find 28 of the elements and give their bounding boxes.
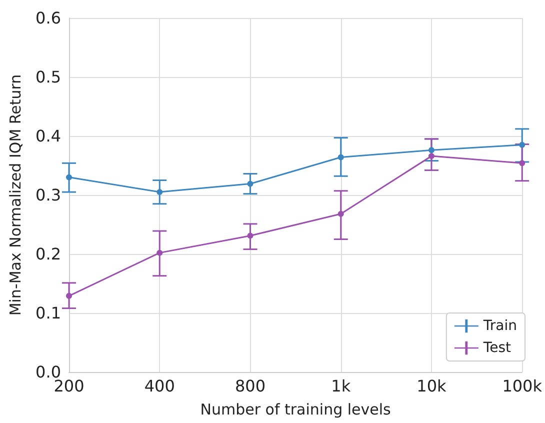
y-tick-label: 0.4 <box>36 126 61 146</box>
point <box>66 174 72 180</box>
point <box>338 154 344 160</box>
y-tick-label: 0.3 <box>36 186 61 204</box>
x-tick-label: 10k <box>416 376 448 396</box>
x-tick-label: 400 <box>144 376 175 396</box>
x-tick-label: 200 <box>54 376 84 396</box>
point <box>519 142 526 148</box>
y-tick-label: 0.6 <box>36 8 61 28</box>
x-axis-title: Number of training levels <box>200 400 392 418</box>
x-tick-label: 100k <box>502 376 543 396</box>
point <box>338 210 344 217</box>
point <box>247 232 254 239</box>
point <box>428 147 434 154</box>
point <box>156 189 163 196</box>
point <box>247 180 254 187</box>
y-axis-title: Min-Max Normalized IQM Return <box>6 74 24 316</box>
x-tick-label: 800 <box>234 376 266 396</box>
legend-label: Train <box>482 318 517 334</box>
legend-label: Test <box>482 340 512 356</box>
y-tick-label: 0.1 <box>36 304 61 322</box>
point <box>428 153 434 160</box>
y-tick-label: 0.5 <box>36 68 61 86</box>
x-tick-label: 1k <box>331 376 352 396</box>
point <box>66 292 72 299</box>
point <box>156 250 163 256</box>
y-tick-label: 0.2 <box>36 244 61 264</box>
point <box>519 160 526 166</box>
